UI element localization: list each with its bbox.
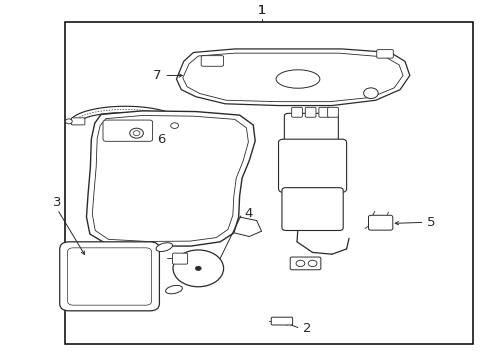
Bar	[64, 22, 472, 345]
Circle shape	[179, 254, 217, 283]
FancyBboxPatch shape	[289, 257, 320, 270]
FancyBboxPatch shape	[305, 107, 315, 117]
Circle shape	[184, 258, 211, 278]
FancyBboxPatch shape	[291, 107, 302, 117]
FancyBboxPatch shape	[201, 56, 223, 66]
FancyBboxPatch shape	[172, 253, 187, 264]
PathPatch shape	[86, 111, 255, 246]
Text: 1: 1	[257, 4, 265, 17]
Text: 6: 6	[157, 133, 165, 146]
Text: 1: 1	[257, 4, 265, 17]
FancyBboxPatch shape	[278, 139, 346, 192]
Ellipse shape	[276, 70, 319, 88]
Text: 3: 3	[53, 197, 61, 210]
Text: 4: 4	[244, 207, 252, 220]
FancyBboxPatch shape	[318, 107, 329, 117]
FancyBboxPatch shape	[368, 215, 392, 230]
FancyBboxPatch shape	[60, 242, 159, 311]
Circle shape	[170, 123, 178, 129]
FancyBboxPatch shape	[271, 317, 292, 325]
Circle shape	[195, 266, 201, 270]
Circle shape	[363, 88, 377, 99]
FancyBboxPatch shape	[327, 107, 338, 117]
Circle shape	[173, 250, 223, 287]
Circle shape	[191, 263, 205, 274]
Circle shape	[133, 131, 140, 136]
FancyBboxPatch shape	[284, 113, 338, 142]
Circle shape	[295, 260, 304, 267]
Text: 2: 2	[302, 322, 311, 335]
Ellipse shape	[165, 285, 182, 294]
Circle shape	[65, 119, 72, 124]
FancyBboxPatch shape	[71, 118, 85, 125]
FancyBboxPatch shape	[282, 188, 343, 230]
Circle shape	[307, 260, 316, 267]
Ellipse shape	[156, 243, 172, 252]
PathPatch shape	[176, 49, 409, 105]
Circle shape	[129, 128, 143, 138]
FancyBboxPatch shape	[103, 120, 152, 141]
FancyBboxPatch shape	[376, 50, 392, 58]
Text: 5: 5	[426, 216, 434, 229]
Text: 7: 7	[153, 69, 162, 82]
